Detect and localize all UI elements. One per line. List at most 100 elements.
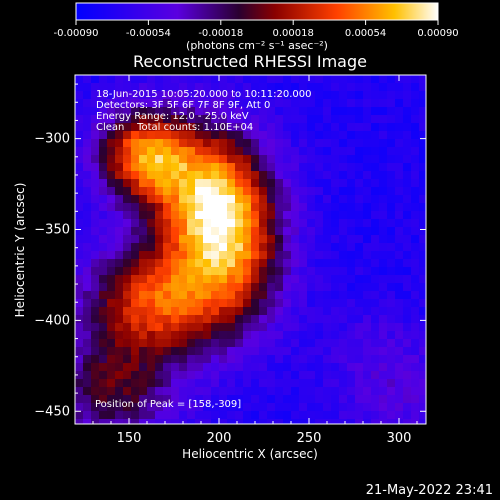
heatmap-cell xyxy=(259,387,267,395)
heatmap-cell xyxy=(131,275,139,283)
heatmap-cell xyxy=(419,259,426,267)
heatmap-cell xyxy=(211,203,219,211)
colorbar-tick-label: -0.00090 xyxy=(54,28,99,39)
heatmap-cell xyxy=(395,379,403,387)
heatmap-cell xyxy=(115,371,123,379)
heatmap-cell xyxy=(123,147,131,155)
heatmap-cell xyxy=(275,163,283,171)
heatmap-cell xyxy=(419,379,426,387)
heatmap-cell xyxy=(259,115,267,123)
heatmap-cell xyxy=(123,163,131,171)
heatmap-cell xyxy=(267,411,275,419)
heatmap-cell xyxy=(211,99,219,107)
heatmap-cell xyxy=(147,179,155,187)
heatmap-cell xyxy=(211,307,219,315)
heatmap-cell xyxy=(91,363,99,371)
heatmap-cell xyxy=(307,187,315,195)
heatmap-cell xyxy=(75,219,83,227)
heatmap-cell xyxy=(107,115,115,123)
heatmap-cell xyxy=(331,291,339,299)
heatmap-cell xyxy=(227,219,235,227)
heatmap-cell xyxy=(179,347,187,355)
heatmap-cell xyxy=(403,323,411,331)
heatmap-cell xyxy=(339,195,347,203)
colorbar-tick-label: 0.00018 xyxy=(273,28,314,39)
heatmap-cell xyxy=(291,179,299,187)
heatmap-cell xyxy=(267,195,275,203)
heatmap-cell xyxy=(339,179,347,187)
heatmap-cell xyxy=(179,363,187,371)
heatmap-cell xyxy=(139,275,147,283)
heatmap-cell xyxy=(411,227,419,235)
heatmap-cell xyxy=(403,411,411,419)
heatmap-cell xyxy=(411,339,419,347)
heatmap-cell xyxy=(387,123,395,131)
heatmap-cell xyxy=(131,331,139,339)
heatmap-cell xyxy=(387,235,395,243)
heatmap-cell xyxy=(387,195,395,203)
heatmap-cell xyxy=(411,347,419,355)
heatmap-cell xyxy=(203,203,211,211)
heatmap-cell xyxy=(203,179,211,187)
heatmap-cell xyxy=(347,219,355,227)
heatmap-cell xyxy=(83,155,91,163)
heatmap-cell xyxy=(347,75,355,83)
heatmap-cell xyxy=(91,371,99,379)
heatmap-cell xyxy=(387,179,395,187)
heatmap-cell xyxy=(387,307,395,315)
heatmap-cell xyxy=(235,171,243,179)
heatmap-cell xyxy=(219,251,227,259)
heatmap-cell xyxy=(363,299,371,307)
heatmap-cell xyxy=(339,235,347,243)
heatmap-cell xyxy=(363,123,371,131)
heatmap-cell xyxy=(171,363,179,371)
heatmap-cell xyxy=(347,131,355,139)
heatmap-cell xyxy=(331,275,339,283)
heatmap-cell xyxy=(139,419,147,424)
heatmap-cell xyxy=(195,163,203,171)
heatmap-cell xyxy=(259,267,267,275)
heatmap-cell xyxy=(115,83,123,91)
heatmap-cell xyxy=(419,355,426,363)
heatmap-cell xyxy=(379,123,387,131)
heatmap-cell xyxy=(395,235,403,243)
heatmap-cell xyxy=(355,395,363,403)
heatmap-cell xyxy=(307,419,315,424)
heatmap-cell xyxy=(91,379,99,387)
heatmap-cell xyxy=(387,379,395,387)
heatmap-cell xyxy=(83,267,91,275)
heatmap-cell xyxy=(211,123,219,131)
heatmap-cell xyxy=(123,411,131,419)
heatmap-cell xyxy=(179,331,187,339)
heatmap-cell xyxy=(275,115,283,123)
heatmap-cell xyxy=(251,267,259,275)
heatmap-cell xyxy=(419,227,426,235)
heatmap-cell xyxy=(395,347,403,355)
heatmap-cell xyxy=(171,387,179,395)
heatmap-cell xyxy=(379,243,387,251)
heatmap-cell xyxy=(315,315,323,323)
heatmap-cell xyxy=(315,291,323,299)
heatmap-cell xyxy=(275,195,283,203)
heatmap-cell xyxy=(75,243,83,251)
heatmap-cell xyxy=(91,211,99,219)
heatmap-cell xyxy=(155,195,163,203)
heatmap-cell xyxy=(299,347,307,355)
heatmap-cell xyxy=(83,259,91,267)
heatmap-cell xyxy=(163,211,171,219)
heatmap-cell xyxy=(123,211,131,219)
heatmap-cell xyxy=(179,339,187,347)
heatmap-cell xyxy=(411,323,419,331)
heatmap-cell xyxy=(411,387,419,395)
heatmap-cell xyxy=(147,259,155,267)
heatmap-cell xyxy=(291,171,299,179)
heatmap-cell xyxy=(219,283,227,291)
heatmap-cell xyxy=(403,99,411,107)
heatmap-cell xyxy=(227,203,235,211)
heatmap-cell xyxy=(419,243,426,251)
heatmap-cell xyxy=(219,163,227,171)
heatmap-cell xyxy=(291,163,299,171)
heatmap-cell xyxy=(155,267,163,275)
heatmap-cell xyxy=(179,187,187,195)
heatmap-cell xyxy=(371,275,379,283)
